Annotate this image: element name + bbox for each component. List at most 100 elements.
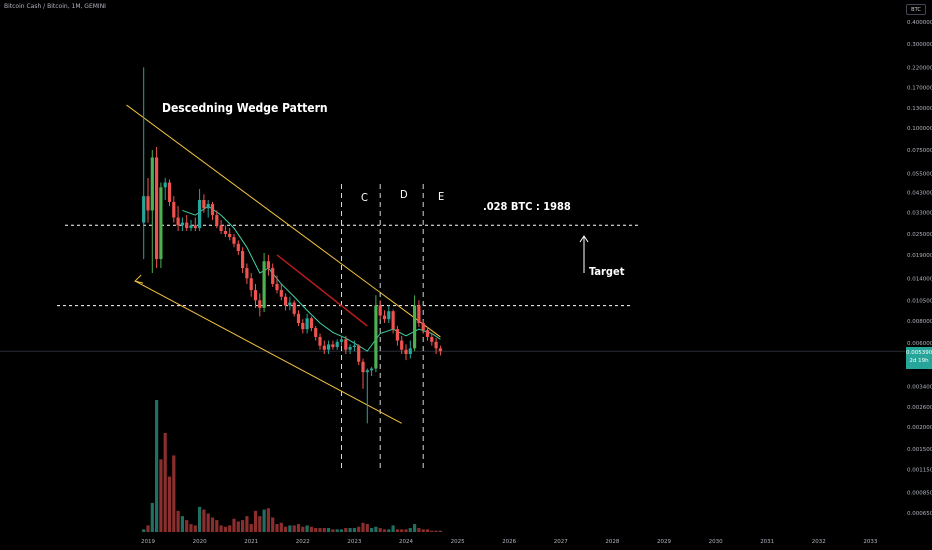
candle-body	[253, 290, 258, 301]
volume-bar	[417, 528, 421, 532]
volume-bar	[241, 520, 245, 532]
candle-body	[228, 233, 232, 238]
volume-bar	[370, 528, 374, 532]
price-axis-label: 0.300000	[907, 42, 932, 48]
candle-body	[202, 199, 206, 209]
volume-bar	[296, 524, 301, 532]
time-axis-label: 2032	[812, 539, 826, 545]
candle-body	[374, 305, 378, 369]
volume-bar	[155, 400, 159, 532]
candle-body	[400, 340, 404, 350]
candle-body	[219, 225, 223, 231]
time-axis-label: 2019	[141, 539, 155, 545]
volume-bar	[232, 518, 236, 532]
volume-bar	[167, 476, 172, 532]
candle-body	[159, 187, 163, 260]
candle-body	[327, 344, 331, 350]
volume-bar	[408, 528, 412, 532]
volume-bar	[438, 530, 442, 532]
volume-bar	[176, 510, 180, 532]
volume-bar	[331, 529, 335, 532]
price-axis-label: 0.100000	[907, 126, 932, 132]
wave-label-c: C	[361, 191, 368, 204]
candle-body	[271, 268, 275, 284]
time-axis-label: 2029	[657, 539, 671, 545]
volume-bar	[314, 528, 318, 532]
volume-bar	[279, 522, 283, 532]
price-axis-label: 0.220000	[907, 66, 932, 72]
volume-bar	[266, 508, 270, 532]
volume-bar	[189, 524, 193, 532]
candle-body	[425, 330, 430, 337]
volume-bar	[425, 529, 430, 532]
price-axis-label: 0.002000	[907, 425, 932, 431]
time-axis-label: 2028	[605, 539, 619, 545]
candle-body	[279, 290, 283, 297]
wedge-upper-line	[126, 104, 441, 338]
candle-body	[301, 323, 305, 330]
candle-body	[438, 348, 442, 352]
volume-bar	[327, 528, 331, 532]
wedge-arrow-icon	[134, 274, 144, 284]
volume-bar	[301, 526, 305, 532]
candle-body	[417, 305, 421, 324]
symbol-title: Bitcoin Cash / Bitcoin, 1M, GEMINI	[4, 3, 106, 10]
price-axis-label: 0.043000	[907, 191, 932, 197]
candle-body	[284, 296, 288, 306]
volume-bar	[361, 522, 365, 532]
volume-bar	[142, 529, 146, 532]
volume-bar	[374, 526, 378, 532]
volume-bar	[357, 526, 361, 532]
price-axis-label: 0.008000	[907, 319, 932, 325]
candle-body	[382, 315, 387, 320]
candle-body	[249, 278, 253, 291]
price-axis-label: 0.010500	[907, 298, 932, 304]
time-axis-label: 2022	[296, 539, 310, 545]
volume-bar	[193, 525, 197, 532]
candle-body	[266, 261, 270, 269]
time-axis-label: 2031	[760, 539, 774, 545]
time-axis-label: 2027	[554, 539, 568, 545]
candle-body	[163, 182, 167, 188]
candle-body	[434, 341, 438, 349]
candle-body	[339, 339, 344, 342]
volume-bar	[215, 520, 219, 532]
volume-bar	[387, 529, 391, 532]
pattern-title: Descedning Wedge Pattern	[162, 101, 328, 115]
volume-bar	[202, 509, 206, 532]
candle-body	[413, 305, 417, 349]
currency-badge[interactable]: BTC	[906, 4, 926, 15]
candle-body	[305, 318, 309, 330]
moving-average-line	[182, 205, 441, 352]
candle-body	[189, 225, 193, 229]
candle-body	[275, 283, 279, 291]
volume-bar	[258, 516, 262, 532]
candle-body	[288, 302, 292, 306]
candle-body	[241, 251, 245, 269]
candle-body	[245, 268, 249, 279]
candle-body	[258, 300, 262, 308]
volume-bar	[198, 506, 202, 532]
candle-body	[223, 230, 227, 234]
candle-body	[348, 347, 352, 350]
candle-body	[176, 217, 180, 226]
volume-bar	[365, 524, 369, 532]
price-axis-label: 0.002600	[907, 405, 932, 411]
candle-body	[193, 225, 197, 229]
volume-bar	[219, 525, 223, 532]
volume-bar	[236, 521, 240, 532]
time-axis-label: 2025	[451, 539, 465, 545]
candle-body	[357, 345, 361, 362]
volume-bar	[348, 528, 352, 532]
time-axis-label: 2020	[193, 539, 207, 545]
candle-body	[232, 237, 236, 244]
volume-bar	[146, 525, 150, 532]
volume-bar	[180, 516, 184, 532]
candle-body	[378, 305, 382, 316]
candle-body	[361, 361, 365, 373]
red-trend-line	[276, 254, 368, 327]
volume-bar	[150, 502, 154, 532]
volume-bar	[163, 433, 167, 532]
